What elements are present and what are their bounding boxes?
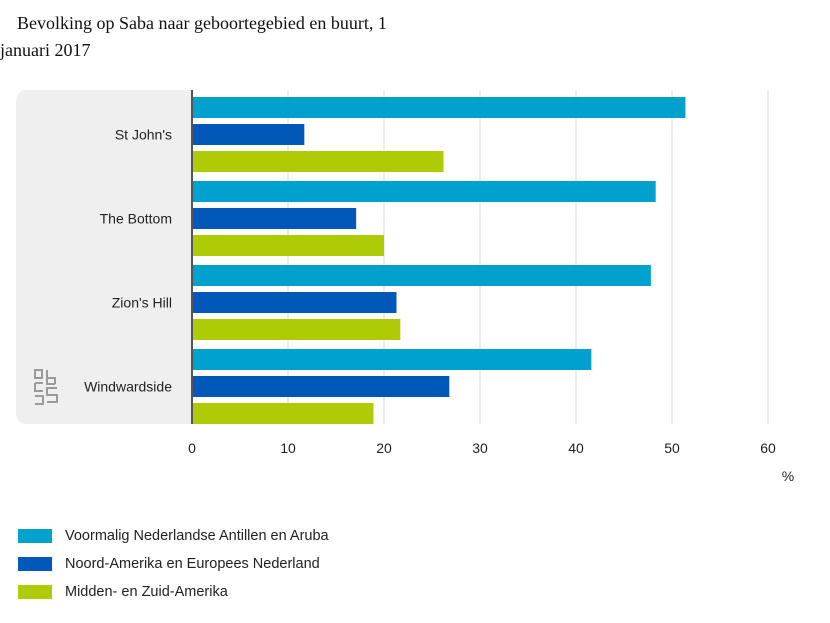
bar xyxy=(192,181,656,202)
x-tick-label: 40 xyxy=(568,440,584,456)
bar xyxy=(192,124,305,145)
legend-swatch xyxy=(18,529,52,543)
x-tick-label: 30 xyxy=(472,440,488,456)
category-label: Windwardside xyxy=(84,379,172,395)
bar xyxy=(192,319,401,340)
x-unit-label: % xyxy=(782,468,794,484)
legend-swatch xyxy=(18,585,52,599)
x-tick-label: 20 xyxy=(376,440,392,456)
bar xyxy=(192,349,592,370)
legend: Voormalig Nederlandse Antillen en Aruba … xyxy=(18,522,329,606)
bar xyxy=(192,403,374,424)
x-tick-label: 0 xyxy=(188,440,196,456)
bars xyxy=(192,97,686,424)
legend-label: Voormalig Nederlandse Antillen en Aruba xyxy=(65,528,329,544)
bar xyxy=(192,376,450,397)
legend-item: Midden- en Zuid-Amerika xyxy=(18,578,329,606)
legend-item: Noord-Amerika en Europees Nederland xyxy=(18,550,329,578)
legend-swatch xyxy=(18,557,52,571)
category-label: St John's xyxy=(115,127,172,143)
x-tick-label: 50 xyxy=(664,440,680,456)
x-tick-labels: 0 10 20 30 40 50 60 xyxy=(188,440,776,456)
bar xyxy=(192,265,651,286)
x-tick-label: 60 xyxy=(760,440,776,456)
legend-item: Voormalig Nederlandse Antillen en Aruba xyxy=(18,522,329,550)
category-panel xyxy=(16,90,192,424)
bar xyxy=(192,208,357,229)
category-label: Zion's Hill xyxy=(112,295,172,311)
chart-title: Bevolking op Saba naar geboortegebied en… xyxy=(0,10,430,64)
cbs-logo-icon xyxy=(34,369,58,405)
chart-title-line-2: januari 2017 xyxy=(0,40,91,60)
x-tick-label: 10 xyxy=(280,440,296,456)
bar xyxy=(192,97,686,118)
legend-label: Midden- en Zuid-Amerika xyxy=(65,584,228,600)
category-labels: St John's The Bottom Zion's Hill Windwardsi… xyxy=(84,127,172,395)
category-label: The Bottom xyxy=(100,211,172,227)
bar xyxy=(192,235,384,256)
bar xyxy=(192,292,397,313)
chart-title-line-1: Bevolking op Saba naar geboortegebied en… xyxy=(17,13,387,33)
gridlines xyxy=(287,90,769,424)
bar xyxy=(192,151,444,172)
legend-label: Noord-Amerika en Europees Nederland xyxy=(65,556,320,572)
